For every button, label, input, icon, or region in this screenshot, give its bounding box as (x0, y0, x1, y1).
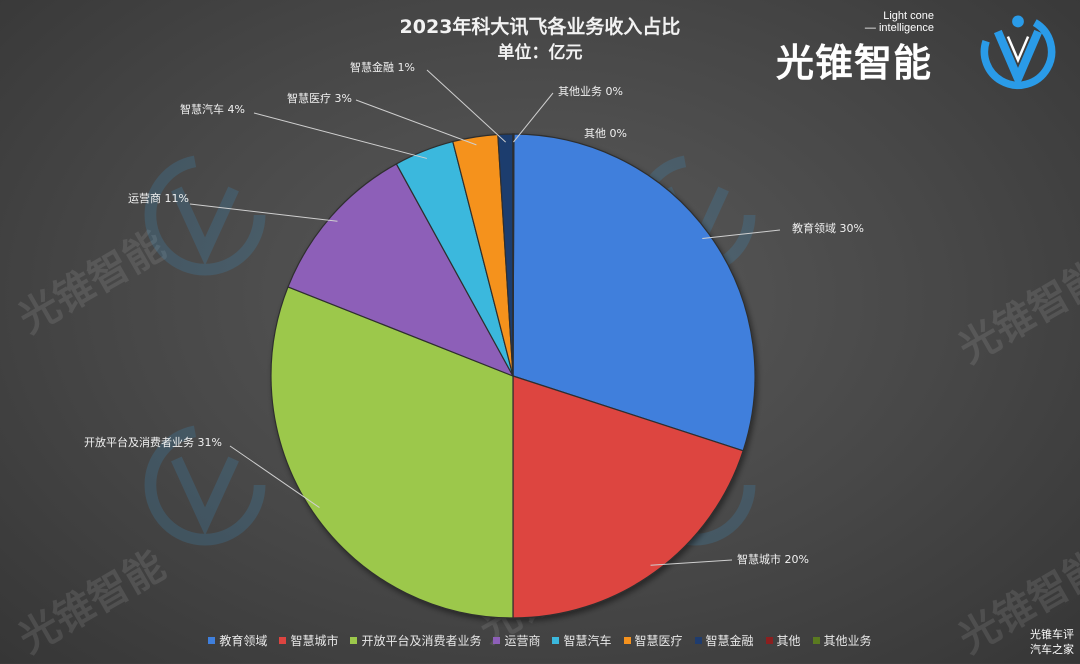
brand-v-icon (980, 14, 1056, 90)
legend-swatch (350, 637, 358, 644)
leader-line-5 (253, 112, 427, 159)
legend-swatch (552, 637, 560, 644)
legend-item-2: 智慧城市 (279, 632, 338, 649)
leader-line-7 (426, 69, 506, 143)
leader-line-1 (702, 229, 781, 239)
brand-logo-block: Light cone — intelligence 光锥智能 (776, 4, 1066, 94)
data-label-4: 运营商 11% (128, 191, 189, 205)
pie-slice-4 (287, 163, 515, 378)
data-label-8: 其他 0% (584, 127, 627, 140)
legend-label: 其他业务 (823, 634, 872, 648)
legend-swatch (623, 637, 631, 644)
brand-english-line1: Light cone (883, 10, 934, 22)
data-label-3: 开放平台及消费者业务 31% (84, 435, 222, 449)
legend-label: 智慧金融 (705, 634, 754, 648)
source-line2: 汽车之家 (1030, 643, 1074, 656)
legend-label: 智慧城市 (290, 634, 339, 648)
legend-item-7: 智慧金融 (694, 632, 754, 649)
legend-item-9: 其他业务 (812, 632, 872, 649)
legend-item-1: 教育领域 (208, 632, 267, 649)
legend-item-8: 其他 (765, 632, 801, 649)
source-line1: 光锥车评 (1030, 628, 1074, 641)
legend-swatch (279, 637, 287, 644)
legend-label: 教育领域 (219, 634, 268, 648)
chart-subtitle: 单位：亿元 (497, 43, 583, 63)
legend-label: 其他 (776, 634, 801, 648)
leader-line-3 (229, 445, 320, 508)
pie-slice-9 (512, 133, 515, 377)
legend-item-5: 智慧汽车 (552, 632, 612, 649)
legend-item-4: 运营商 (493, 632, 540, 649)
data-label-1: 教育领域 30% (792, 221, 864, 235)
leader-line-4 (189, 203, 338, 222)
legend-swatch (493, 637, 501, 644)
legend-label: 运营商 (504, 634, 541, 648)
brand-english-line2: — intelligence (864, 22, 934, 34)
data-label-7: 智慧金融 1% (350, 60, 415, 74)
chart-title: 2023年科大讯飞各业务收入占比 (399, 16, 681, 38)
source-watermark: 光锥车评 汽车之家 (1030, 627, 1074, 657)
legend-swatch (208, 637, 216, 644)
data-label-2: 智慧城市 20% (737, 552, 809, 566)
pie-slice-2 (512, 375, 744, 619)
leader-line-9 (513, 92, 554, 143)
data-label-9: 其他业务 0% (558, 85, 623, 98)
legend-item-3: 开放平台及消费者业务 (350, 632, 481, 649)
title-block: 2023年科大讯飞各业务收入占比 单位：亿元 (0, 14, 980, 66)
legend-swatch (765, 637, 773, 644)
data-label-5: 智慧汽车 4% (180, 102, 245, 116)
leader-line-6 (355, 99, 477, 146)
legend-label: 智慧医疗 (634, 634, 683, 648)
pie-slice-3 (270, 286, 514, 619)
legend-label: 智慧汽车 (563, 634, 612, 648)
legend-label: 开放平台及消费者业务 (361, 634, 482, 648)
data-label-6: 智慧医疗 3% (287, 91, 352, 105)
legend-item-6: 智慧医疗 (623, 632, 683, 649)
brand-name: 光锥智能 (776, 41, 933, 85)
leader-line-2 (650, 559, 733, 566)
legend-swatch (812, 637, 820, 644)
chart-legend: 教育领域 智慧城市 开放平台及消费者业务 运营商 智慧汽车 智慧医疗 智慧金融 其他 其他业务 (0, 632, 1080, 649)
legend-swatch (694, 637, 702, 644)
pie-slice-1 (512, 133, 756, 452)
brand-english: Light cone — intelligence (864, 10, 934, 34)
